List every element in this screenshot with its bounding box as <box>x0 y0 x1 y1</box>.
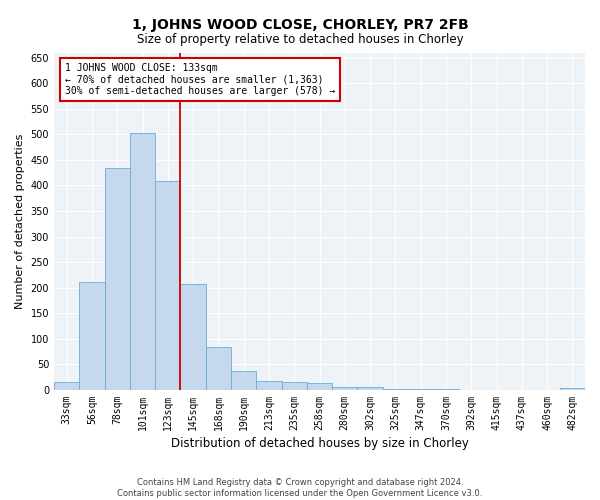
Bar <box>54 382 79 390</box>
Bar <box>307 384 332 390</box>
Text: 1, JOHNS WOOD CLOSE, CHORLEY, PR7 2FB: 1, JOHNS WOOD CLOSE, CHORLEY, PR7 2FB <box>131 18 469 32</box>
Text: Size of property relative to detached houses in Chorley: Size of property relative to detached ho… <box>137 32 463 46</box>
Bar <box>560 388 585 390</box>
Bar <box>79 282 104 390</box>
Text: Contains HM Land Registry data © Crown copyright and database right 2024.
Contai: Contains HM Land Registry data © Crown c… <box>118 478 482 498</box>
Bar <box>231 370 256 390</box>
Bar <box>256 382 281 390</box>
Bar <box>332 387 358 390</box>
X-axis label: Distribution of detached houses by size in Chorley: Distribution of detached houses by size … <box>170 437 469 450</box>
Bar <box>181 284 206 390</box>
Text: 1 JOHNS WOOD CLOSE: 133sqm
← 70% of detached houses are smaller (1,363)
30% of s: 1 JOHNS WOOD CLOSE: 133sqm ← 70% of deta… <box>65 62 335 96</box>
Bar <box>383 389 408 390</box>
Bar <box>155 181 181 390</box>
Y-axis label: Number of detached properties: Number of detached properties <box>15 134 25 309</box>
Bar <box>104 168 130 390</box>
Bar <box>281 382 307 390</box>
Bar <box>206 347 231 390</box>
Bar <box>130 133 155 390</box>
Bar <box>358 388 383 390</box>
